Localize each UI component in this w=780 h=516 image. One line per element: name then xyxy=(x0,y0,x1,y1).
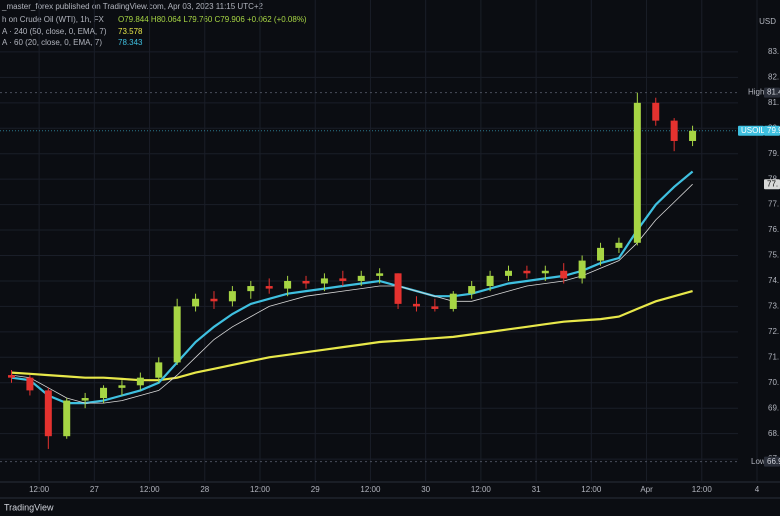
y-tick-label: 74. xyxy=(768,276,779,285)
low-value: 66.9 xyxy=(767,457,780,466)
candle-body xyxy=(26,377,34,391)
candle-body xyxy=(541,270,549,274)
y-tick-label: 71. xyxy=(768,352,779,361)
candle-body xyxy=(689,130,697,141)
candle-body xyxy=(652,102,660,121)
candle-body xyxy=(8,375,16,378)
x-tick-label: 12:00 xyxy=(140,485,161,494)
x-tick-label: 29 xyxy=(311,485,320,494)
high-value: 81.4 xyxy=(767,88,780,97)
x-tick-label: 12:00 xyxy=(360,485,381,494)
y-tick-label: 79. xyxy=(768,149,779,158)
high-value-bg xyxy=(764,87,780,98)
y-tick-label: 73. xyxy=(768,302,779,311)
y-tick-label: 76. xyxy=(768,225,779,234)
candle-body xyxy=(339,278,347,281)
candle-body xyxy=(670,120,678,141)
x-tick-label: 12:00 xyxy=(581,485,602,494)
candle-body xyxy=(63,400,71,437)
watermark: TradingView xyxy=(4,502,54,512)
ma-line xyxy=(11,290,693,382)
candle-body xyxy=(633,102,641,243)
candle-body xyxy=(265,286,273,289)
y-tick-label: 69. xyxy=(768,403,779,412)
candle-body xyxy=(302,280,310,284)
x-tick-label: 27 xyxy=(90,485,99,494)
candle-body xyxy=(504,270,512,276)
x-tick-label: 12:00 xyxy=(471,485,492,494)
high-label: High xyxy=(748,88,764,97)
line-value-bg xyxy=(764,179,780,190)
x-tick-label: 12:00 xyxy=(250,485,271,494)
candle-body xyxy=(320,278,328,284)
price-tag-value-bg xyxy=(764,125,780,136)
x-tick-label: 30 xyxy=(421,485,430,494)
grid xyxy=(0,0,758,482)
legend-value: 78.343 xyxy=(118,38,143,47)
y-tick-label: 83. xyxy=(768,47,779,56)
y-tick-label: 77. xyxy=(768,200,779,209)
candle-body xyxy=(394,273,402,304)
x-tick-label: 28 xyxy=(200,485,209,494)
candle-body xyxy=(136,377,144,386)
legend-entry: A · 240 (50, close, 0, EMA, 7) xyxy=(2,27,107,36)
y-tick-label: 75. xyxy=(768,251,779,260)
candle-body xyxy=(523,270,531,274)
x-tick-label: 12:00 xyxy=(29,485,50,494)
x-tick-label: 12:00 xyxy=(692,485,713,494)
candle-body xyxy=(44,390,52,437)
y-tick-label: 70. xyxy=(768,378,779,387)
candle-body xyxy=(81,398,89,401)
legend-value: 73.578 xyxy=(118,27,143,36)
ohlc-label: O79.844 H80.064 L79.760 C79.906 +0.062 (… xyxy=(118,15,307,24)
low-label: Low xyxy=(751,457,766,466)
y-tick-label: 72. xyxy=(768,327,779,336)
axis-unit: USD xyxy=(759,17,776,26)
candle-body xyxy=(597,247,605,261)
y-tick-label: 81. xyxy=(768,98,779,107)
candle-body xyxy=(247,286,255,292)
candle-body xyxy=(431,306,439,309)
low-value-bg xyxy=(764,456,780,467)
chart-title: h on Crude Oil (WTI), 1h, FX xyxy=(2,15,104,24)
price-tag-value: 79.9 xyxy=(767,126,780,135)
candle-body xyxy=(468,286,476,294)
candle-body xyxy=(173,306,181,363)
candle-body xyxy=(284,280,292,289)
candle-body xyxy=(560,270,568,279)
candle-body xyxy=(449,293,457,309)
candle-body xyxy=(210,298,218,302)
legend-entry: A · 60 (20, close, 0, EMA, 7) xyxy=(2,38,102,47)
candle-body xyxy=(228,291,236,302)
line-value: 77. xyxy=(767,179,778,188)
y-tick-label: 82. xyxy=(768,72,779,81)
candle-body xyxy=(155,362,163,378)
price-tag-label-bg xyxy=(738,125,764,136)
candle-body xyxy=(192,298,200,307)
header: _master_forex published on TradingView.c… xyxy=(1,2,264,11)
candle-body xyxy=(376,273,384,276)
candle-body xyxy=(578,260,586,279)
candle-body xyxy=(357,275,365,281)
price-tag-label: USOIL xyxy=(741,126,766,135)
candle-body xyxy=(412,303,420,307)
y-tick-label: 68. xyxy=(768,429,779,438)
x-tick-label: Apr xyxy=(640,485,653,494)
y-tick-label: 78. xyxy=(768,174,779,183)
x-tick-label: 4 xyxy=(755,485,760,494)
candle-body xyxy=(118,385,126,388)
candle-body xyxy=(615,242,623,248)
candle-body xyxy=(100,387,108,399)
candle-body xyxy=(486,275,494,287)
x-tick-label: 31 xyxy=(532,485,541,494)
